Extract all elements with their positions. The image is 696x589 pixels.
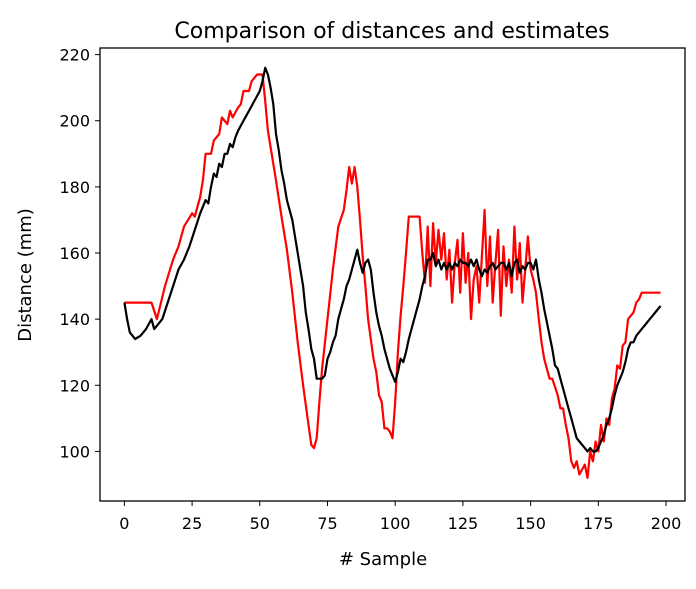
y-tick-label: 100: [59, 442, 90, 461]
y-axis: 100 120 140 160 180 200 220: [59, 46, 100, 461]
y-tick-label: 220: [59, 46, 90, 65]
x-tick-label: 200: [651, 514, 682, 533]
x-tick-label: 100: [380, 514, 411, 533]
x-axis-label: # Sample: [339, 549, 427, 570]
series-line-2: [123, 66, 662, 453]
x-tick-label: 50: [250, 514, 270, 533]
x-tick-label: 150: [515, 514, 546, 533]
x-tick-label: 125: [448, 514, 479, 533]
y-tick-label: 160: [59, 244, 90, 263]
x-tick-label: 0: [119, 514, 129, 533]
x-tick-label: 75: [317, 514, 337, 533]
chart-title: Comparison of distances and estimates: [174, 19, 609, 44]
x-tick-label: 175: [583, 514, 614, 533]
series-lines: [123, 66, 662, 479]
x-tick-label: 25: [182, 514, 202, 533]
plot-frame: [99, 47, 686, 502]
y-tick-label: 120: [59, 376, 90, 395]
series-line-1: [124, 73, 661, 479]
y-tick-label: 140: [59, 310, 90, 329]
y-tick-label: 200: [59, 112, 90, 131]
x-axis: 0 25 50 75 100 125 150 175 200: [119, 501, 681, 533]
y-tick-label: 180: [59, 178, 90, 197]
y-axis-label: Distance (mm): [15, 208, 36, 342]
